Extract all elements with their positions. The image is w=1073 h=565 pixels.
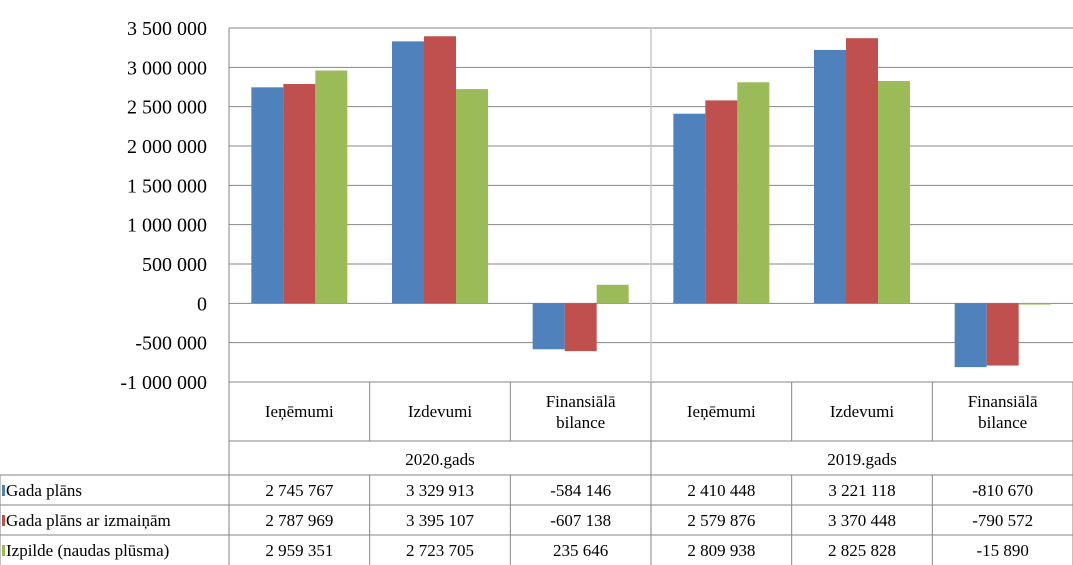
category-label: Finansiālā bilance (968, 392, 1038, 432)
category-label: Finansiālā bilance (546, 392, 616, 432)
bar (596, 284, 629, 304)
bar (986, 303, 1019, 366)
category-label: Izdevumi (408, 402, 472, 421)
table-value: 2 787 969 (265, 511, 333, 530)
y-tick-label: 3 000 000 (127, 57, 207, 79)
series-name: Gada plāns ar izmaiņām (6, 511, 171, 530)
bar (673, 113, 706, 304)
bar (737, 82, 770, 304)
bar (456, 89, 488, 304)
y-tick-label: 500 000 (142, 254, 207, 276)
bars (251, 36, 1051, 368)
group-label: 2020.gads (405, 450, 474, 469)
y-tick-label: 1 500 000 (127, 175, 207, 197)
data-table: Ieņēmumi Izdevumi Finansiālā bilance Ieņēmum… (0, 382, 1073, 565)
y-tick-label: 2 500 000 (127, 97, 207, 119)
group-label: 2019.gads (827, 450, 896, 469)
table-value: 2 745 767 (265, 481, 334, 500)
bar (564, 303, 597, 352)
table-value: 2 959 351 (265, 541, 333, 560)
table-value: 3 221 118 (828, 481, 895, 500)
y-tick-label: 0 (197, 293, 207, 315)
legend-key (2, 485, 5, 496)
y-tick-label: 2 000 000 (127, 136, 207, 158)
table-value: 2 809 938 (687, 541, 755, 560)
y-tick-label: -500 000 (135, 333, 207, 355)
bar (283, 84, 316, 304)
category-label: Izdevumi (830, 402, 894, 421)
bar (392, 41, 424, 304)
table-value: -607 138 (550, 511, 611, 530)
category-label: Ieņēmumi (687, 402, 756, 421)
bar (315, 70, 348, 304)
table-value: -584 146 (550, 481, 611, 500)
y-axis: 3 500 000 3 000 000 2 500 000 2 000 000 1 50… (120, 18, 230, 394)
table-value: 3 395 107 (406, 511, 475, 530)
legend-key (2, 515, 5, 526)
table-value: -15 890 (976, 541, 1028, 560)
table-value: 3 329 913 (406, 481, 474, 500)
bar (532, 303, 565, 350)
bar (954, 303, 987, 368)
y-tick-label: 3 500 000 (127, 18, 207, 40)
table-value: -810 670 (972, 481, 1033, 500)
y-tick-label: 1 000 000 (127, 215, 207, 237)
legend-key (2, 545, 5, 556)
series-name: Izpilde (naudas plūsma) (6, 541, 169, 560)
bar (251, 87, 284, 304)
table-value: 3 370 448 (828, 511, 896, 530)
bar (424, 36, 456, 304)
bar (846, 38, 878, 304)
y-tick-label: -1 000 000 (120, 372, 207, 394)
category-label: Ieņēmumi (265, 402, 334, 421)
table-value: 235 646 (553, 541, 608, 560)
table-value: 2 723 705 (406, 541, 474, 560)
table-value: 2 825 828 (828, 541, 896, 560)
bar (878, 81, 910, 304)
bar (1018, 303, 1051, 305)
table-value: 2 410 448 (687, 481, 755, 500)
table-value: 2 579 876 (687, 511, 755, 530)
gridlines (229, 27, 1073, 383)
series-name: Gada plāns (6, 481, 82, 500)
bar (705, 100, 738, 304)
table-value: -790 572 (972, 511, 1033, 530)
bar (814, 49, 846, 304)
